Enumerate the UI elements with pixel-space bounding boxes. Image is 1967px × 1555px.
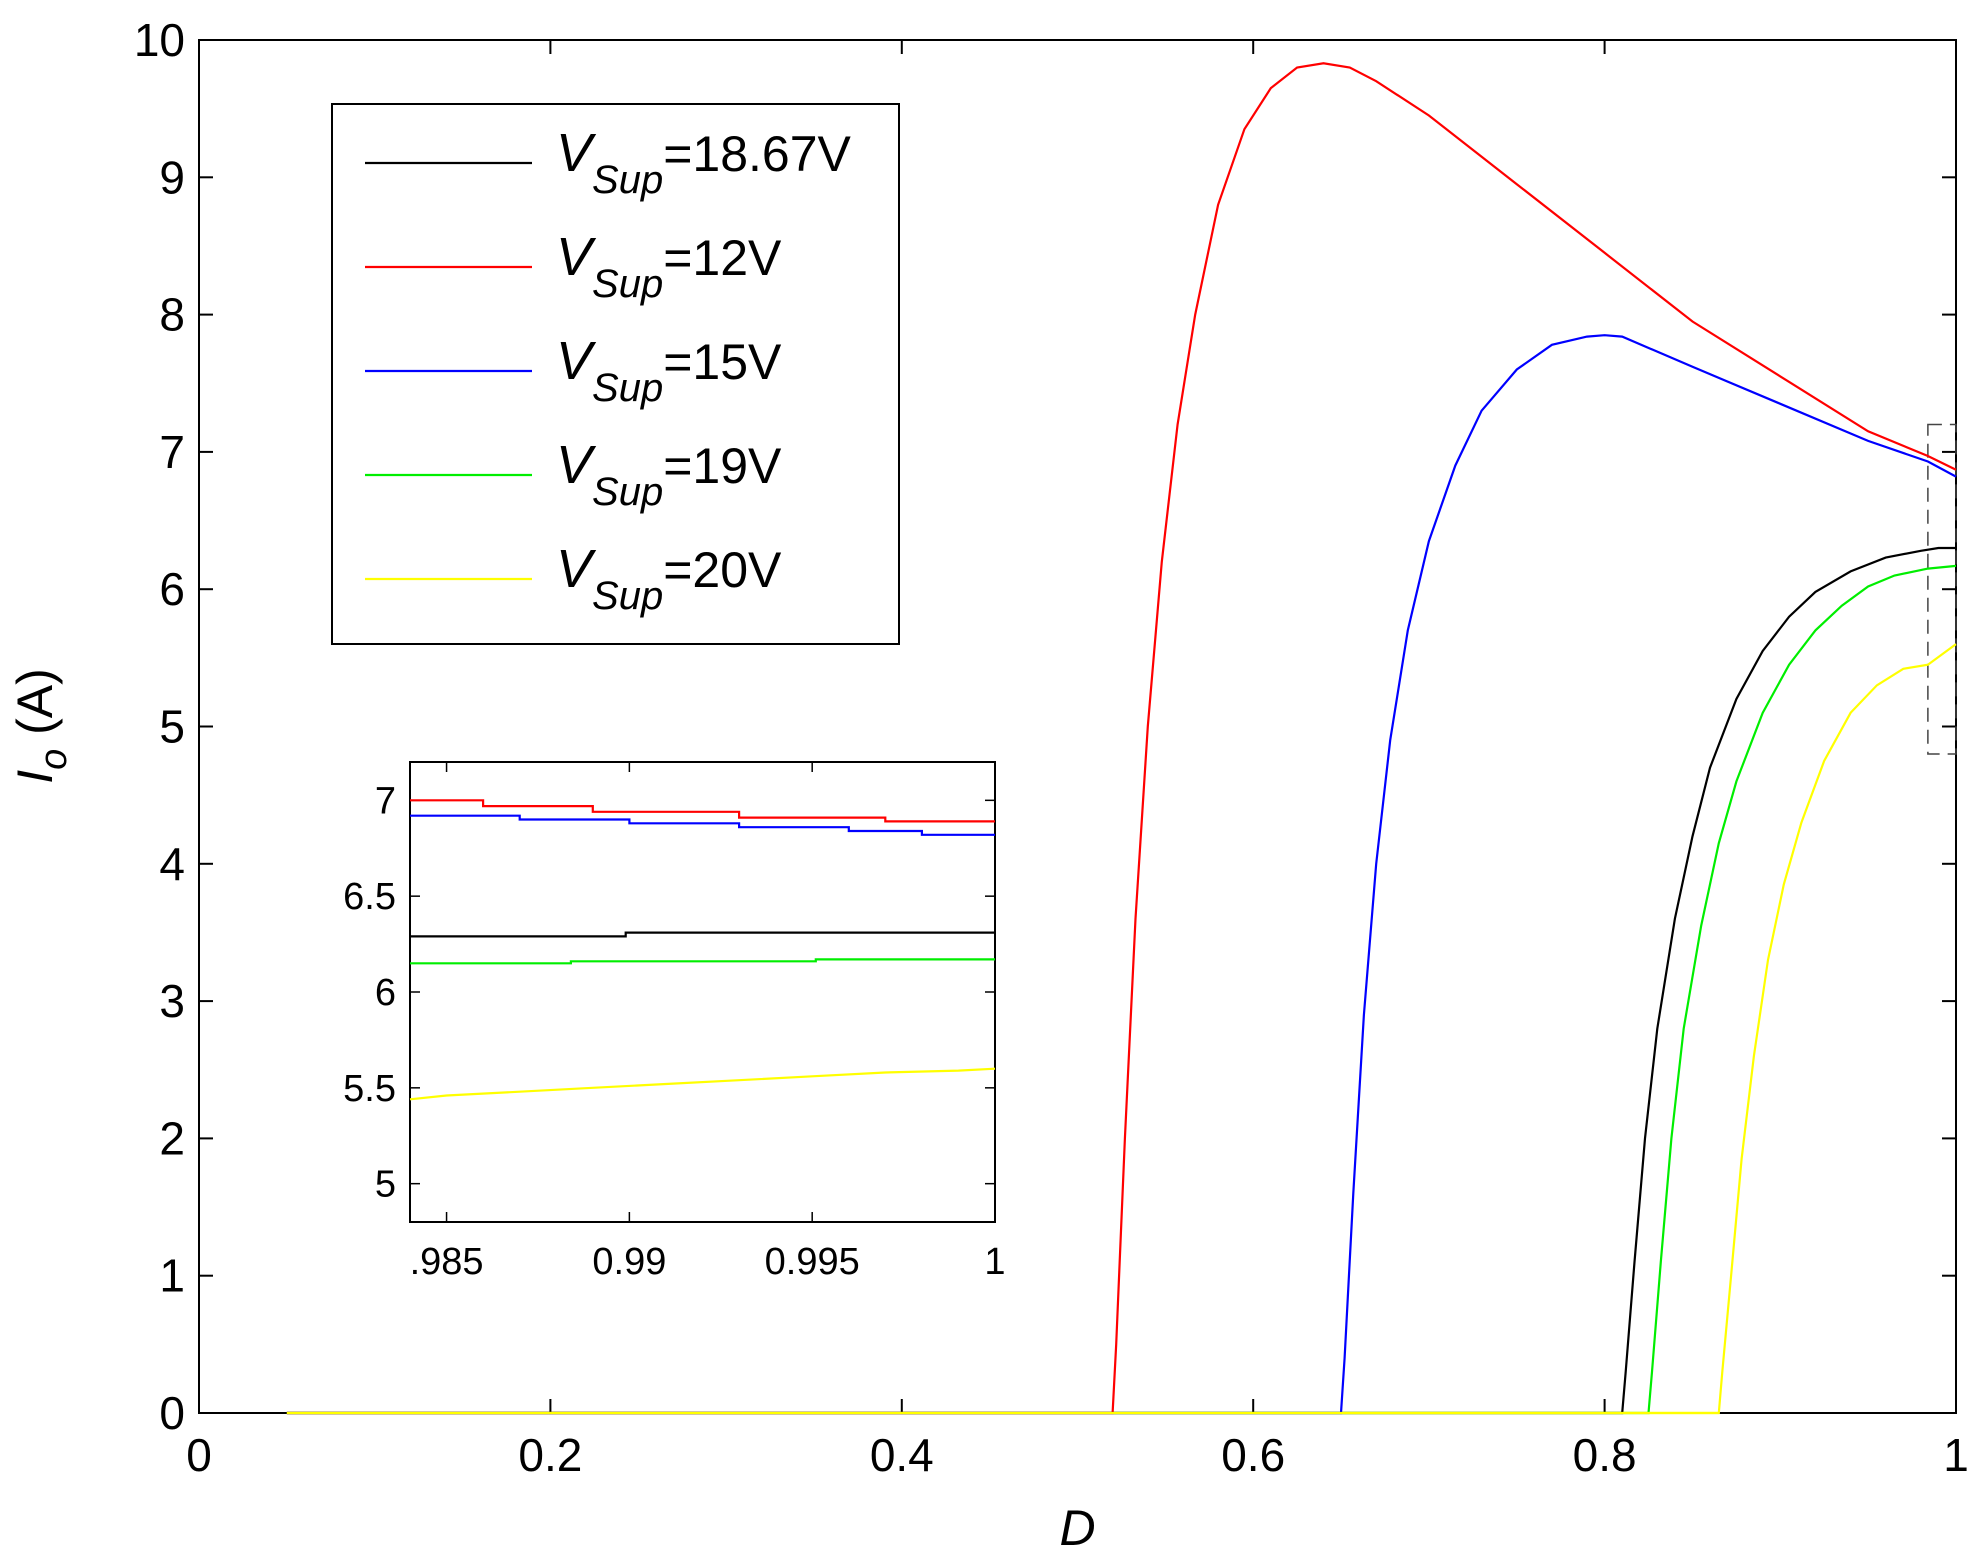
legend-label: VSup=12V [556,227,782,306]
legend-label: VSup=18.67V [556,123,852,202]
y-tick-label: 0 [159,1387,185,1439]
inset-plot: .985 0.99 0.995 1 5 5.5 6 6.5 7 [343,761,1006,1283]
inset-y-tick-label: 6.5 [343,876,396,918]
inset-series-line [410,931,995,938]
y-tick-label: 4 [159,838,185,890]
y-tick-label: 6 [159,563,185,615]
inset-x-tick-label: 0.99 [592,1241,666,1283]
inset-y-tick-label: 5 [375,1164,396,1206]
legend-label: VSup=20V [556,539,782,618]
legend: VSup=18.67V VSup=12V VSup=15V VSup=19V VSup=… [331,103,900,645]
series-line [286,334,1957,1415]
series-line [286,564,1957,1415]
x-tick-label: 0.2 [518,1429,582,1481]
inset-y-tick-label: 5.5 [343,1068,396,1110]
inset-series-line [410,814,995,836]
series-line [286,546,1956,1415]
series-line [286,643,1957,1415]
series-line [286,62,1957,1415]
x-tick-label: 0.4 [870,1429,934,1481]
legend-label: VSup=15V [556,331,782,410]
y-tick-label: 1 [159,1250,185,1302]
zoom-box [1927,423,1957,755]
inset-series-line [410,799,995,823]
inset-y-tick-label: 6 [375,972,396,1014]
x-tick-label: 0.6 [1221,1429,1285,1481]
inset-series-line [409,1067,996,1101]
inset-y-tick-label: 7 [375,780,396,822]
y-tick-label: 3 [159,975,185,1027]
x-tick-label: 1 [1943,1429,1967,1481]
x-tick-label: 0 [186,1429,212,1481]
y-tick-label: 7 [159,426,185,478]
y-tick-label: 9 [159,151,185,203]
legend-frame [331,103,900,645]
legend-label: VSup=19V [556,435,782,514]
y-tick-label: 2 [159,1112,185,1164]
y-axis-label: Io (A) [7,668,75,784]
x-axis-label: D [1059,1500,1095,1555]
inset-x-tick-label: 0.995 [765,1241,860,1283]
y-tick-label: 5 [159,701,185,753]
inset-x-tick-label: 1 [984,1241,1005,1283]
inset-frame [409,761,996,1223]
y-tick-label: 10 [134,14,185,66]
inset-x-tick-label: .985 [410,1241,484,1283]
x-tick-label: 0.8 [1573,1429,1637,1481]
y-tick-label: 8 [159,289,185,341]
inset-series-line [410,958,995,965]
